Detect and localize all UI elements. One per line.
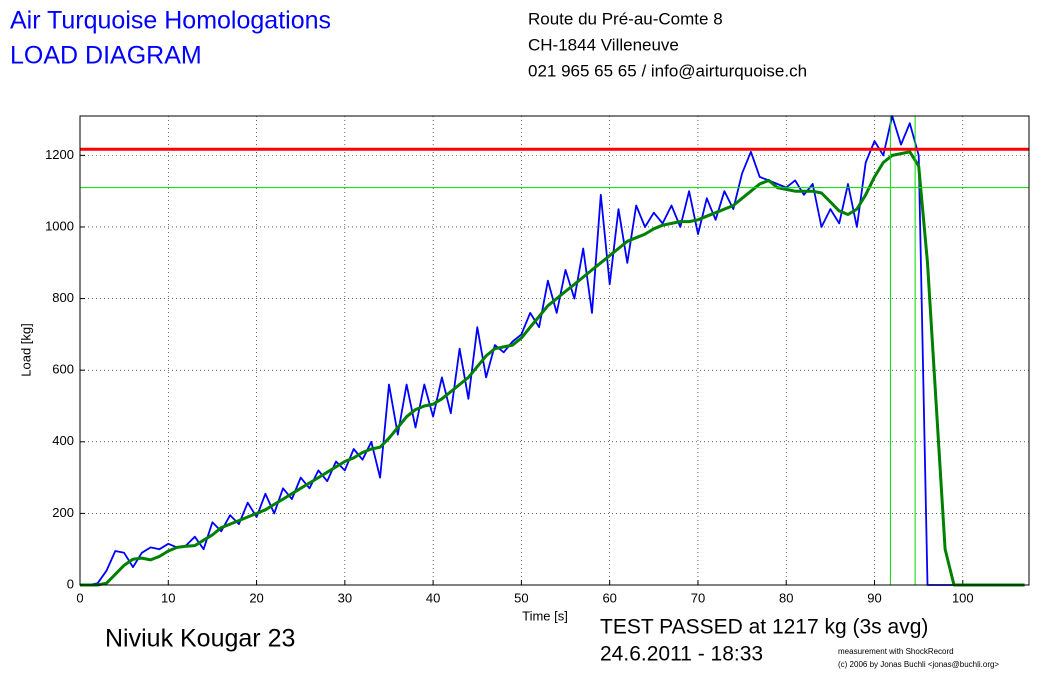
y-tick-label: 400 [52,433,74,448]
glider-name: Niviuk Kougar 23 [105,625,295,653]
x-tick-label: 0 [76,590,83,605]
address-line: 021 965 65 65 / info@airturquoise.ch [528,61,807,80]
x-tick-label: 10 [161,590,175,605]
x-tick-label: 50 [514,590,528,605]
x-tick-label: 60 [602,590,616,605]
y-tick-label: 0 [67,576,74,591]
date: 24.6.2011 - 18:33 [600,643,763,666]
address-line: Route du Pré-au-Comte 8 [528,9,723,28]
credit: measurement with ShockRecord [838,647,954,656]
y-tick-label: 200 [52,505,74,520]
x-axis-label: Time [s] [522,608,568,623]
y-tick-label: 1000 [45,218,74,233]
x-tick-label: 90 [867,590,881,605]
result: TEST PASSED at 1217 kg (3s avg) [600,616,928,639]
x-tick-label: 70 [691,590,705,605]
plot-area [80,116,1029,585]
x-tick-label: 100 [952,590,974,605]
data-line [80,150,1025,587]
credit: (c) 2006 by Jonas Buchli <jonas@buchli.o… [838,660,999,669]
title: Air Turquoise Homologations [10,7,331,35]
x-tick-label: 20 [249,590,263,605]
y-axis-label: Load [kg] [18,323,33,377]
y-tick-label: 600 [52,362,74,377]
y-tick-label: 1200 [45,147,74,162]
x-tick-label: 30 [338,590,352,605]
x-tick-label: 80 [779,590,793,605]
plot-frame [79,115,1030,586]
address-line: CH-1844 Villeneuve [528,35,679,54]
y-tick-label: 800 [52,290,74,305]
subtitle: LOAD DIAGRAM [10,42,202,70]
x-tick-label: 40 [426,590,440,605]
